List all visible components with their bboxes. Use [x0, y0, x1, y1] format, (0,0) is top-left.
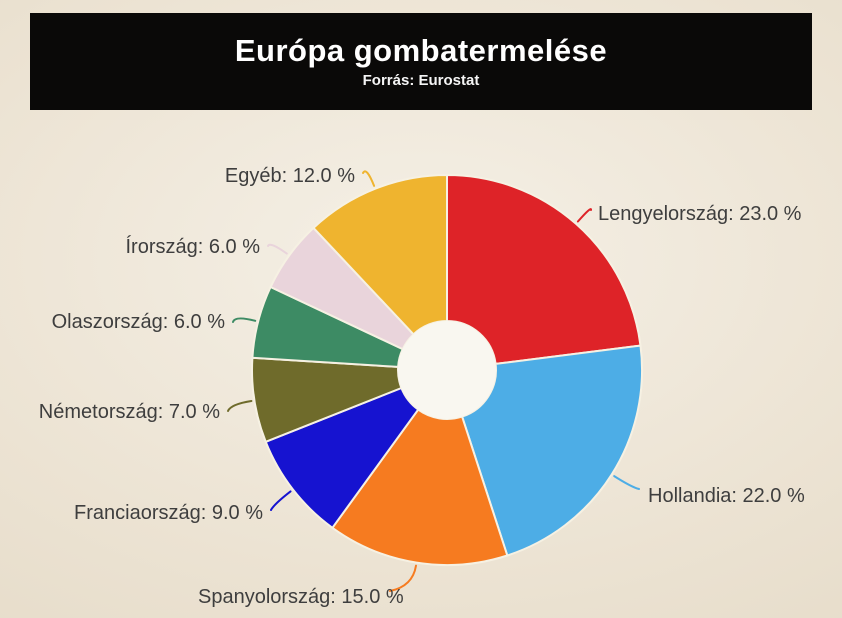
leader-line-spanyolorszag	[389, 564, 417, 592]
leader-line-olaszorszag	[232, 317, 257, 323]
chart-title: Európa gombatermelése	[234, 33, 608, 68]
leader-line-franciaorszag	[270, 490, 292, 511]
slice-label-spanyolorszag: Spanyolország: 15.0 %	[198, 586, 404, 608]
slice-label-franciaorszag: Franciaország: 9.0 %	[74, 502, 263, 524]
title-banner: Európa gombatermelése Forrás: Eurostat	[30, 13, 812, 110]
slice-label-egyeb: Egyéb: 12.0 %	[224, 165, 355, 187]
leader-line-nemetorszag	[227, 400, 253, 412]
chart-source: Forrás: Eurostat	[362, 72, 480, 89]
leader-line-egyeb	[362, 170, 376, 187]
slice-label-nemetorszag: Németország: 7.0 %	[38, 401, 220, 423]
slice-label-olaszorszag: Olaszország: 6.0 %	[51, 311, 225, 333]
leader-line-lengyelorszag	[576, 208, 593, 223]
leader-line-irorszag	[267, 243, 288, 255]
donut-hole	[398, 321, 496, 419]
slice-label-hollandia: Hollandia: 22.0 %	[648, 485, 805, 507]
leader-line-hollandia	[613, 475, 640, 490]
slice-label-irorszag: Írország: 6.0 %	[125, 236, 260, 258]
slice-label-lengyelorszag: Lengyelország: 23.0 %	[598, 203, 802, 225]
